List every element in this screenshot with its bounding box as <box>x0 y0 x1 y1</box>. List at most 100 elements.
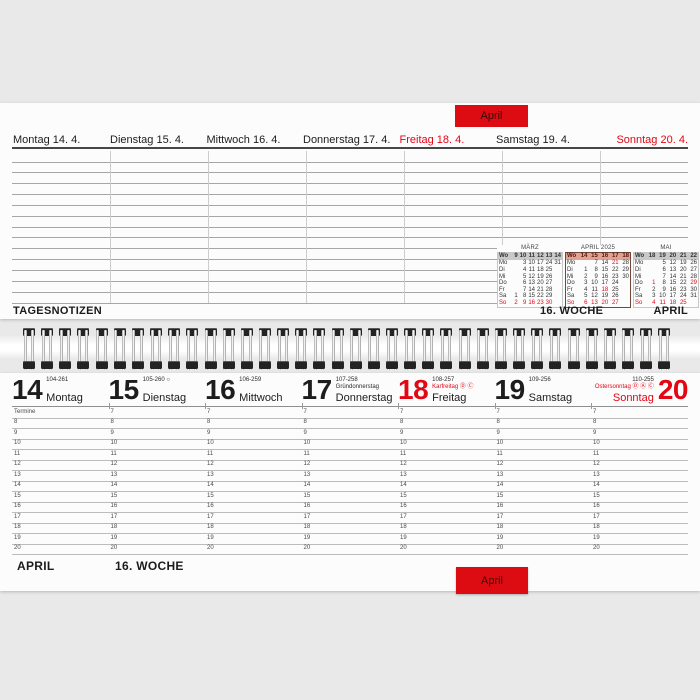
binding-cap <box>295 361 308 369</box>
binding-wire <box>212 330 216 370</box>
date-cell <box>510 274 519 281</box>
mini-calendar-day-row: Do 3 10 17 24 <box>566 280 630 287</box>
top-day-header[interactable]: Freitag 18. 4. <box>399 134 465 146</box>
day-abbrev: Sa <box>635 293 643 300</box>
binding-cap <box>386 328 398 336</box>
day-abbrev: Do <box>499 280 507 287</box>
binding-cap <box>458 328 471 336</box>
date-cell: 12 <box>669 260 677 267</box>
hour-label: 10 <box>303 440 311 446</box>
note-column-divider <box>600 151 601 303</box>
binding-wire <box>459 330 463 370</box>
day-abbrev: Do <box>567 280 575 287</box>
month-tab-bottom[interactable]: April <box>456 567 528 594</box>
date-cell: 13 <box>591 299 598 306</box>
hour-label: 10 <box>593 440 600 446</box>
binding-cap <box>240 361 253 369</box>
day-number: 15 <box>108 374 140 405</box>
top-day-header[interactable]: Samstag 19. 4. <box>496 134 570 146</box>
holiday-name: Gründonnerstag <box>335 384 380 390</box>
mini-calendar-title: MÄRZ <box>521 245 539 251</box>
binding-cap <box>621 328 634 336</box>
binding-cap <box>113 361 126 369</box>
date-cell: 26 <box>690 260 698 267</box>
holiday-name <box>529 384 572 391</box>
binding-wire <box>49 330 53 370</box>
mini-calendar-day-row: Fr 7 14 21 28 <box>498 287 562 294</box>
date-cell: 11 <box>591 286 598 293</box>
day-number: 17 <box>301 374 333 405</box>
binding-wire <box>466 330 470 370</box>
binding-wire <box>593 330 597 370</box>
day-of-year: 110-255 <box>632 377 654 383</box>
date-cell: 27 <box>545 280 553 287</box>
hour-label: 8 <box>496 419 500 425</box>
binding-cap <box>349 361 362 369</box>
note-line <box>12 237 688 239</box>
date-cell: 20 <box>601 299 609 306</box>
hour-row: 19 19 19 19 19 19 19 <box>12 533 688 545</box>
hour-label: 17 <box>14 513 21 520</box>
binding-wire <box>666 330 670 370</box>
holiday-name: Karfreitag Ⓓ Ⓒ <box>432 384 474 390</box>
day-of-year: 107-258 <box>335 377 358 383</box>
hour-label: 19 <box>14 534 21 541</box>
binding-cap <box>222 328 235 336</box>
top-day-header[interactable]: Dienstag 15. 4. <box>110 134 184 146</box>
binding-cap <box>240 328 253 336</box>
top-day-header[interactable]: Montag 14. 4. <box>13 134 81 146</box>
binding-wire <box>277 330 281 370</box>
hour-label: 16 <box>593 503 600 509</box>
hour-row: 10 10 10 10 10 10 10 <box>12 439 688 450</box>
date-cell <box>553 280 562 287</box>
binding-wire <box>648 330 652 370</box>
binding-wire <box>521 330 525 370</box>
mini-calendar-mai: MAI Wo 18 19 20 21 22 Mo 5 12 19 26 Di 6 13 20 27 Mi 7 14 21… <box>633 245 699 308</box>
date-cell: 18 <box>537 266 544 273</box>
binding-cap <box>476 328 489 336</box>
mini-calendar-week-row: Wo 18 19 20 21 22 <box>634 253 698 261</box>
date-cell <box>578 260 588 267</box>
hour-label: 9 <box>303 429 307 436</box>
hour-label: 14 <box>593 482 600 488</box>
hour-label: 8 <box>207 419 211 425</box>
holiday-name <box>239 384 282 391</box>
date-cell: 28 <box>545 286 553 293</box>
hour-label: 16 <box>400 503 407 509</box>
date-cell <box>646 260 656 267</box>
week-number: 17 <box>611 253 619 259</box>
mini-calendar-day-row: Mi 5 12 19 26 <box>498 274 562 281</box>
week-col-label: Wo <box>499 253 509 259</box>
binding-wire <box>604 330 608 370</box>
binding-wire <box>658 330 662 370</box>
hour-label: 12 <box>593 461 600 467</box>
day-text-stack: 104-261 Montag <box>46 377 83 404</box>
hour-label: 7 <box>110 408 114 415</box>
date-cell: 27 <box>690 266 698 273</box>
binding-cap <box>168 361 181 369</box>
day-text-stack: 109-256 Samstag <box>529 377 572 404</box>
mini-calendar-week-row: Wo 14 15 16 17 18 <box>566 253 630 261</box>
month-tab-top[interactable]: April <box>455 105 528 127</box>
date-cell: 8 <box>662 280 666 287</box>
binding-wire <box>23 330 27 370</box>
hour-label: 13 <box>400 471 407 478</box>
top-day-header[interactable]: Donnerstag 17. 4. <box>303 134 391 146</box>
week-number: 11 <box>528 253 536 259</box>
hour-label: 11 <box>207 450 214 457</box>
date-cell: 16 <box>528 299 536 306</box>
date-cell: 3 <box>584 280 588 287</box>
hour-label: 11 <box>14 450 21 457</box>
top-day-header[interactable]: Sonntag 20. 4. <box>616 134 688 146</box>
day-text-stack: 110-255 Ostersonntag Ⓓ Ⓐ Ⓒ Sonntag <box>595 377 654 404</box>
date-cell <box>553 287 562 294</box>
day-of-year: 104-261 <box>46 377 69 383</box>
mini-calendar-day-row: Mi 7 14 21 28 <box>634 274 698 281</box>
top-day-header[interactable]: Mittwoch 16. 4. <box>206 134 281 146</box>
hour-label: 20 <box>303 545 311 551</box>
day-name: Sonntag <box>612 392 654 404</box>
date-cell: 19 <box>679 260 687 267</box>
hour-label: 13 <box>207 471 214 478</box>
date-cell: 27 <box>611 299 619 306</box>
hour-label: 13 <box>110 471 118 478</box>
